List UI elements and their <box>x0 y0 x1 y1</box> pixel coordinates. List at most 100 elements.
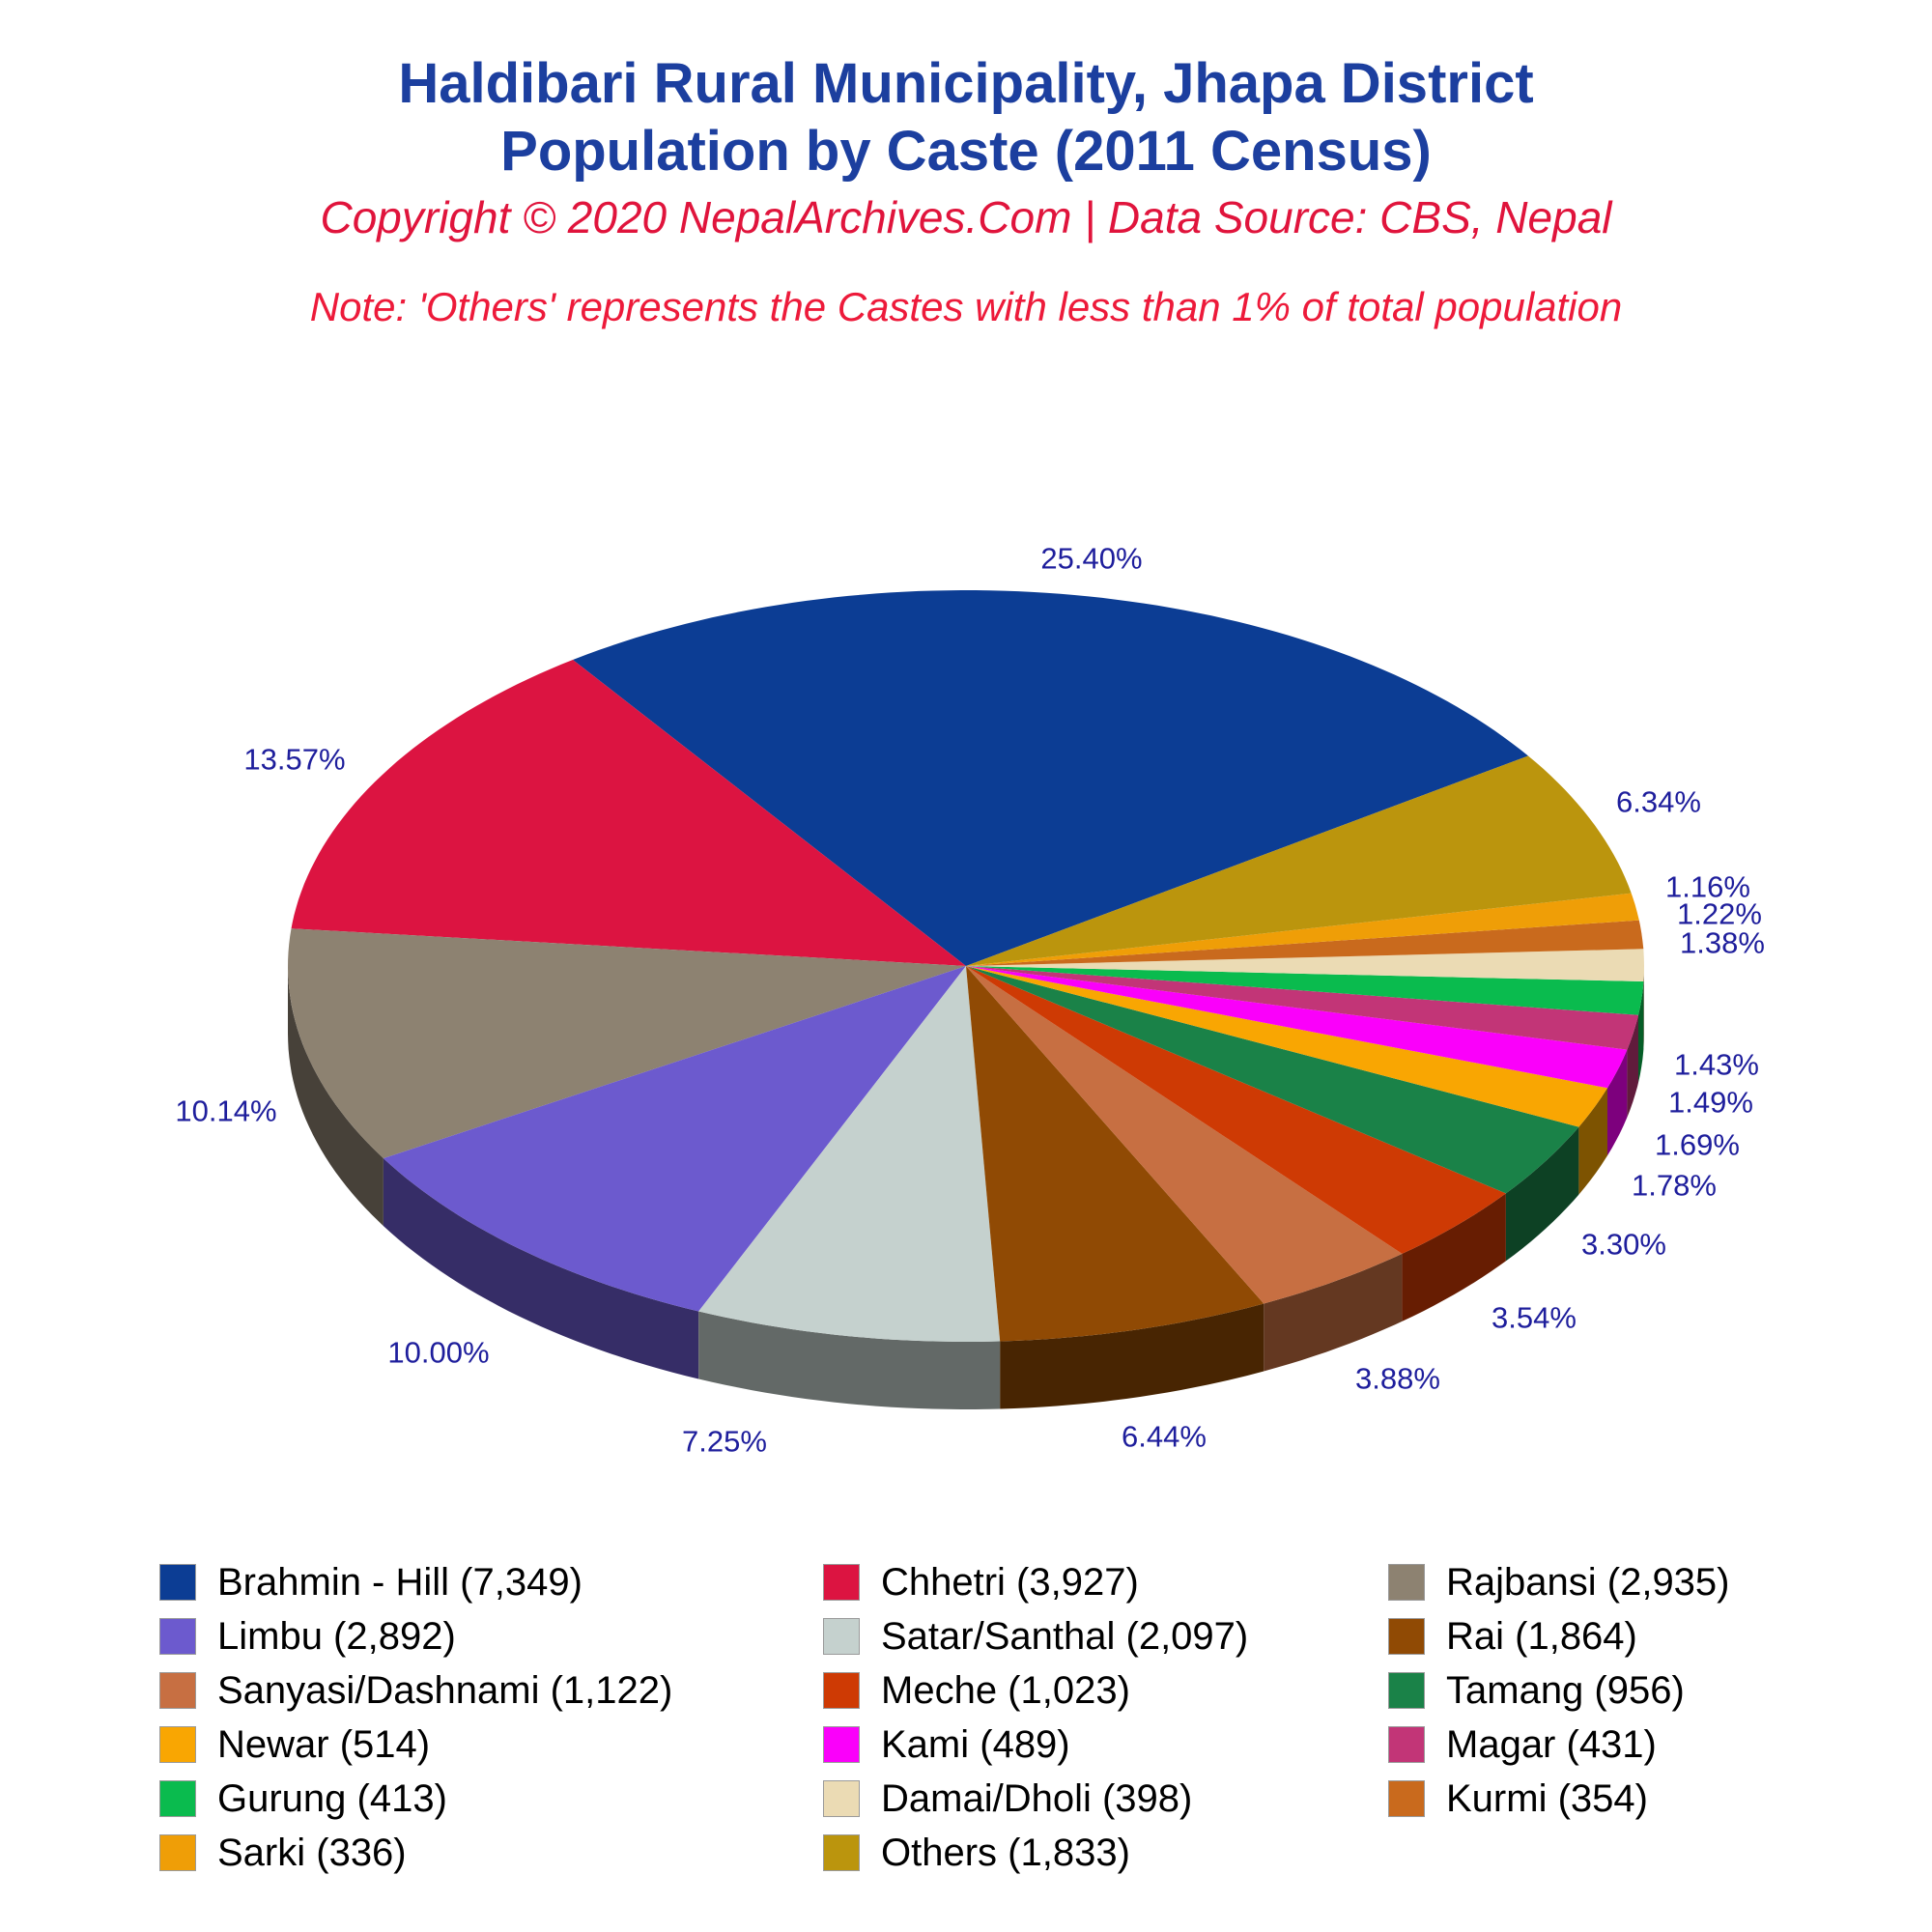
legend-label: Others (1,833) <box>881 1831 1130 1874</box>
legend-label: Newar (514) <box>217 1722 431 1766</box>
pie-slice <box>966 920 1644 966</box>
percent-label: 1.78% <box>1632 1169 1717 1203</box>
legend-swatch <box>823 1780 860 1817</box>
legend-label: Satar/Santhal (2,097) <box>881 1614 1249 1658</box>
legend-item: Satar/Santhal (2,097) <box>823 1609 1388 1663</box>
pie-rim <box>1264 1253 1403 1372</box>
pie-slice <box>288 928 966 1159</box>
legend-label: Chhetri (3,927) <box>881 1560 1139 1604</box>
legend-label: Limbu (2,892) <box>217 1614 456 1658</box>
percent-label: 13.57% <box>243 743 345 777</box>
chart-note: Note: 'Others' represents the Castes wit… <box>309 284 1623 329</box>
legend-label: Damai/Dholi (398) <box>881 1776 1193 1820</box>
percent-label: 6.34% <box>1616 785 1701 819</box>
legend-item: Gurung (413) <box>159 1772 823 1826</box>
legend-label: Gurung (413) <box>217 1776 447 1820</box>
legend-swatch <box>159 1726 196 1763</box>
pie-rim <box>1607 1049 1628 1156</box>
percent-label: 1.38% <box>1680 926 1765 960</box>
legend-swatch <box>159 1834 196 1871</box>
legend-swatch <box>1388 1618 1425 1655</box>
legend-swatch <box>823 1564 860 1601</box>
legend-swatch <box>159 1780 196 1817</box>
pie-slice <box>966 966 1403 1304</box>
legend-swatch <box>159 1618 196 1655</box>
pie-slice <box>966 893 1639 966</box>
legend-item: Magar (431) <box>1388 1718 1910 1772</box>
legend-item: Rajbansi (2,935) <box>1388 1555 1910 1609</box>
percent-label: 3.88% <box>1355 1362 1440 1396</box>
pie-slice <box>966 966 1579 1194</box>
percent-label: 7.25% <box>682 1425 767 1459</box>
legend-label: Meche (1,023) <box>881 1668 1130 1712</box>
pie-rim <box>1627 1014 1638 1118</box>
percent-label: 3.54% <box>1492 1301 1577 1335</box>
pie-rim <box>383 1158 699 1379</box>
percent-label: 6.44% <box>1122 1420 1207 1454</box>
pie-slice <box>383 966 966 1312</box>
legend-item: Sarki (336) <box>159 1826 823 1880</box>
legend-item: Kurmi (354) <box>1388 1772 1910 1826</box>
pie-slice-group <box>288 590 1644 1342</box>
percent-label: 1.16% <box>1665 870 1750 904</box>
chart-title-line2: Population by Caste (2011 Census) <box>500 120 1432 183</box>
legend-item: Newar (514) <box>159 1718 823 1772</box>
legend-swatch <box>823 1618 860 1655</box>
legend-item: Brahmin - Hill (7,349) <box>159 1555 823 1609</box>
pie-slice <box>966 949 1644 981</box>
pie-slice <box>698 966 1001 1342</box>
legend-label: Sarki (336) <box>217 1831 407 1874</box>
pie-slice <box>966 755 1632 966</box>
legend-item: Chhetri (3,927) <box>823 1555 1388 1609</box>
pie-rim <box>1000 1303 1264 1409</box>
percent-label: 1.43% <box>1674 1048 1759 1082</box>
legend: Brahmin - Hill (7,349) Chhetri (3,927) Raj… <box>159 1555 1910 1880</box>
percent-label: 1.69% <box>1655 1128 1740 1162</box>
percent-label: 10.14% <box>175 1094 276 1128</box>
pie-slice <box>966 966 1607 1127</box>
legend-label: Magar (431) <box>1446 1722 1657 1766</box>
legend-label: Rai (1,864) <box>1446 1614 1637 1658</box>
legend-item: Rai (1,864) <box>1388 1609 1910 1663</box>
pie-slice <box>966 966 1638 1050</box>
percent-label: 1.49% <box>1668 1086 1753 1120</box>
pie-slice <box>291 660 966 966</box>
legend-item: Sanyasi/Dashnami (1,122) <box>159 1663 823 1718</box>
percent-label: 25.40% <box>1040 542 1142 576</box>
legend-swatch <box>1388 1726 1425 1763</box>
pie-rim-group <box>288 966 1644 1409</box>
legend-item: Tamang (956) <box>1388 1663 1910 1718</box>
legend-label: Brahmin - Hill (7,349) <box>217 1560 582 1604</box>
legend-swatch <box>159 1564 196 1601</box>
legend-swatch <box>1388 1672 1425 1709</box>
pie-slice <box>573 590 1528 966</box>
legend-swatch <box>1388 1564 1425 1601</box>
legend-item: Limbu (2,892) <box>159 1609 823 1663</box>
pie-slice <box>966 966 1628 1089</box>
legend-swatch <box>159 1672 196 1709</box>
pie-slice <box>966 966 1506 1254</box>
chart-title-line1: Haldibari Rural Municipality, Jhapa Dist… <box>398 52 1534 115</box>
pie-rim <box>1638 981 1644 1083</box>
legend-item: Damai/Dholi (398) <box>823 1772 1388 1826</box>
legend-label: Kurmi (354) <box>1446 1776 1648 1820</box>
legend-item: Others (1,833) <box>823 1826 1388 1880</box>
pie-slice <box>966 966 1644 1015</box>
chart-copyright: Copyright © 2020 NepalArchives.Com | Dat… <box>320 192 1612 242</box>
legend-item: Meche (1,023) <box>823 1663 1388 1718</box>
percent-labels: 25.40% 13.57% 10.14% 10.00% 7.25% 6.44% 3.88% 3… <box>175 542 1765 1459</box>
pie-rim <box>1578 1088 1607 1195</box>
legend-swatch <box>1388 1780 1425 1817</box>
pie-rim <box>1505 1126 1579 1262</box>
pie-rim <box>698 1311 1001 1409</box>
chart-title: Haldibari Rural Municipality, Jhapa Dist… <box>0 50 1932 185</box>
percent-label: 3.30% <box>1581 1228 1666 1262</box>
legend-label: Sanyasi/Dashnami (1,122) <box>217 1668 673 1712</box>
legend-label: Kami (489) <box>881 1722 1070 1766</box>
legend-swatch <box>823 1834 860 1871</box>
pie-slice <box>966 966 1264 1342</box>
legend-label: Rajbansi (2,935) <box>1446 1560 1730 1604</box>
pie-rim <box>288 966 384 1227</box>
legend-swatch <box>823 1726 860 1763</box>
